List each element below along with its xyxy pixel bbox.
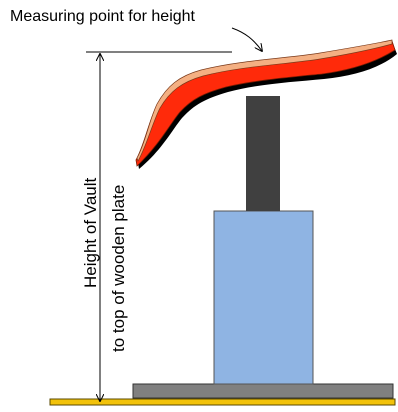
vault-top-layer xyxy=(136,39,393,162)
column xyxy=(246,96,280,211)
pedestal xyxy=(213,210,314,385)
measuring-point-label: Measuring point for height xyxy=(10,8,196,25)
base-plate xyxy=(132,383,394,399)
height-label-line1: Height of Vault xyxy=(81,177,100,288)
vault-shadow xyxy=(138,44,397,169)
height-label-line2: to top of wooden plate xyxy=(109,185,128,352)
vault-body xyxy=(135,39,397,169)
measuring-point-leader xyxy=(231,27,262,51)
wooden-plate xyxy=(49,398,396,406)
